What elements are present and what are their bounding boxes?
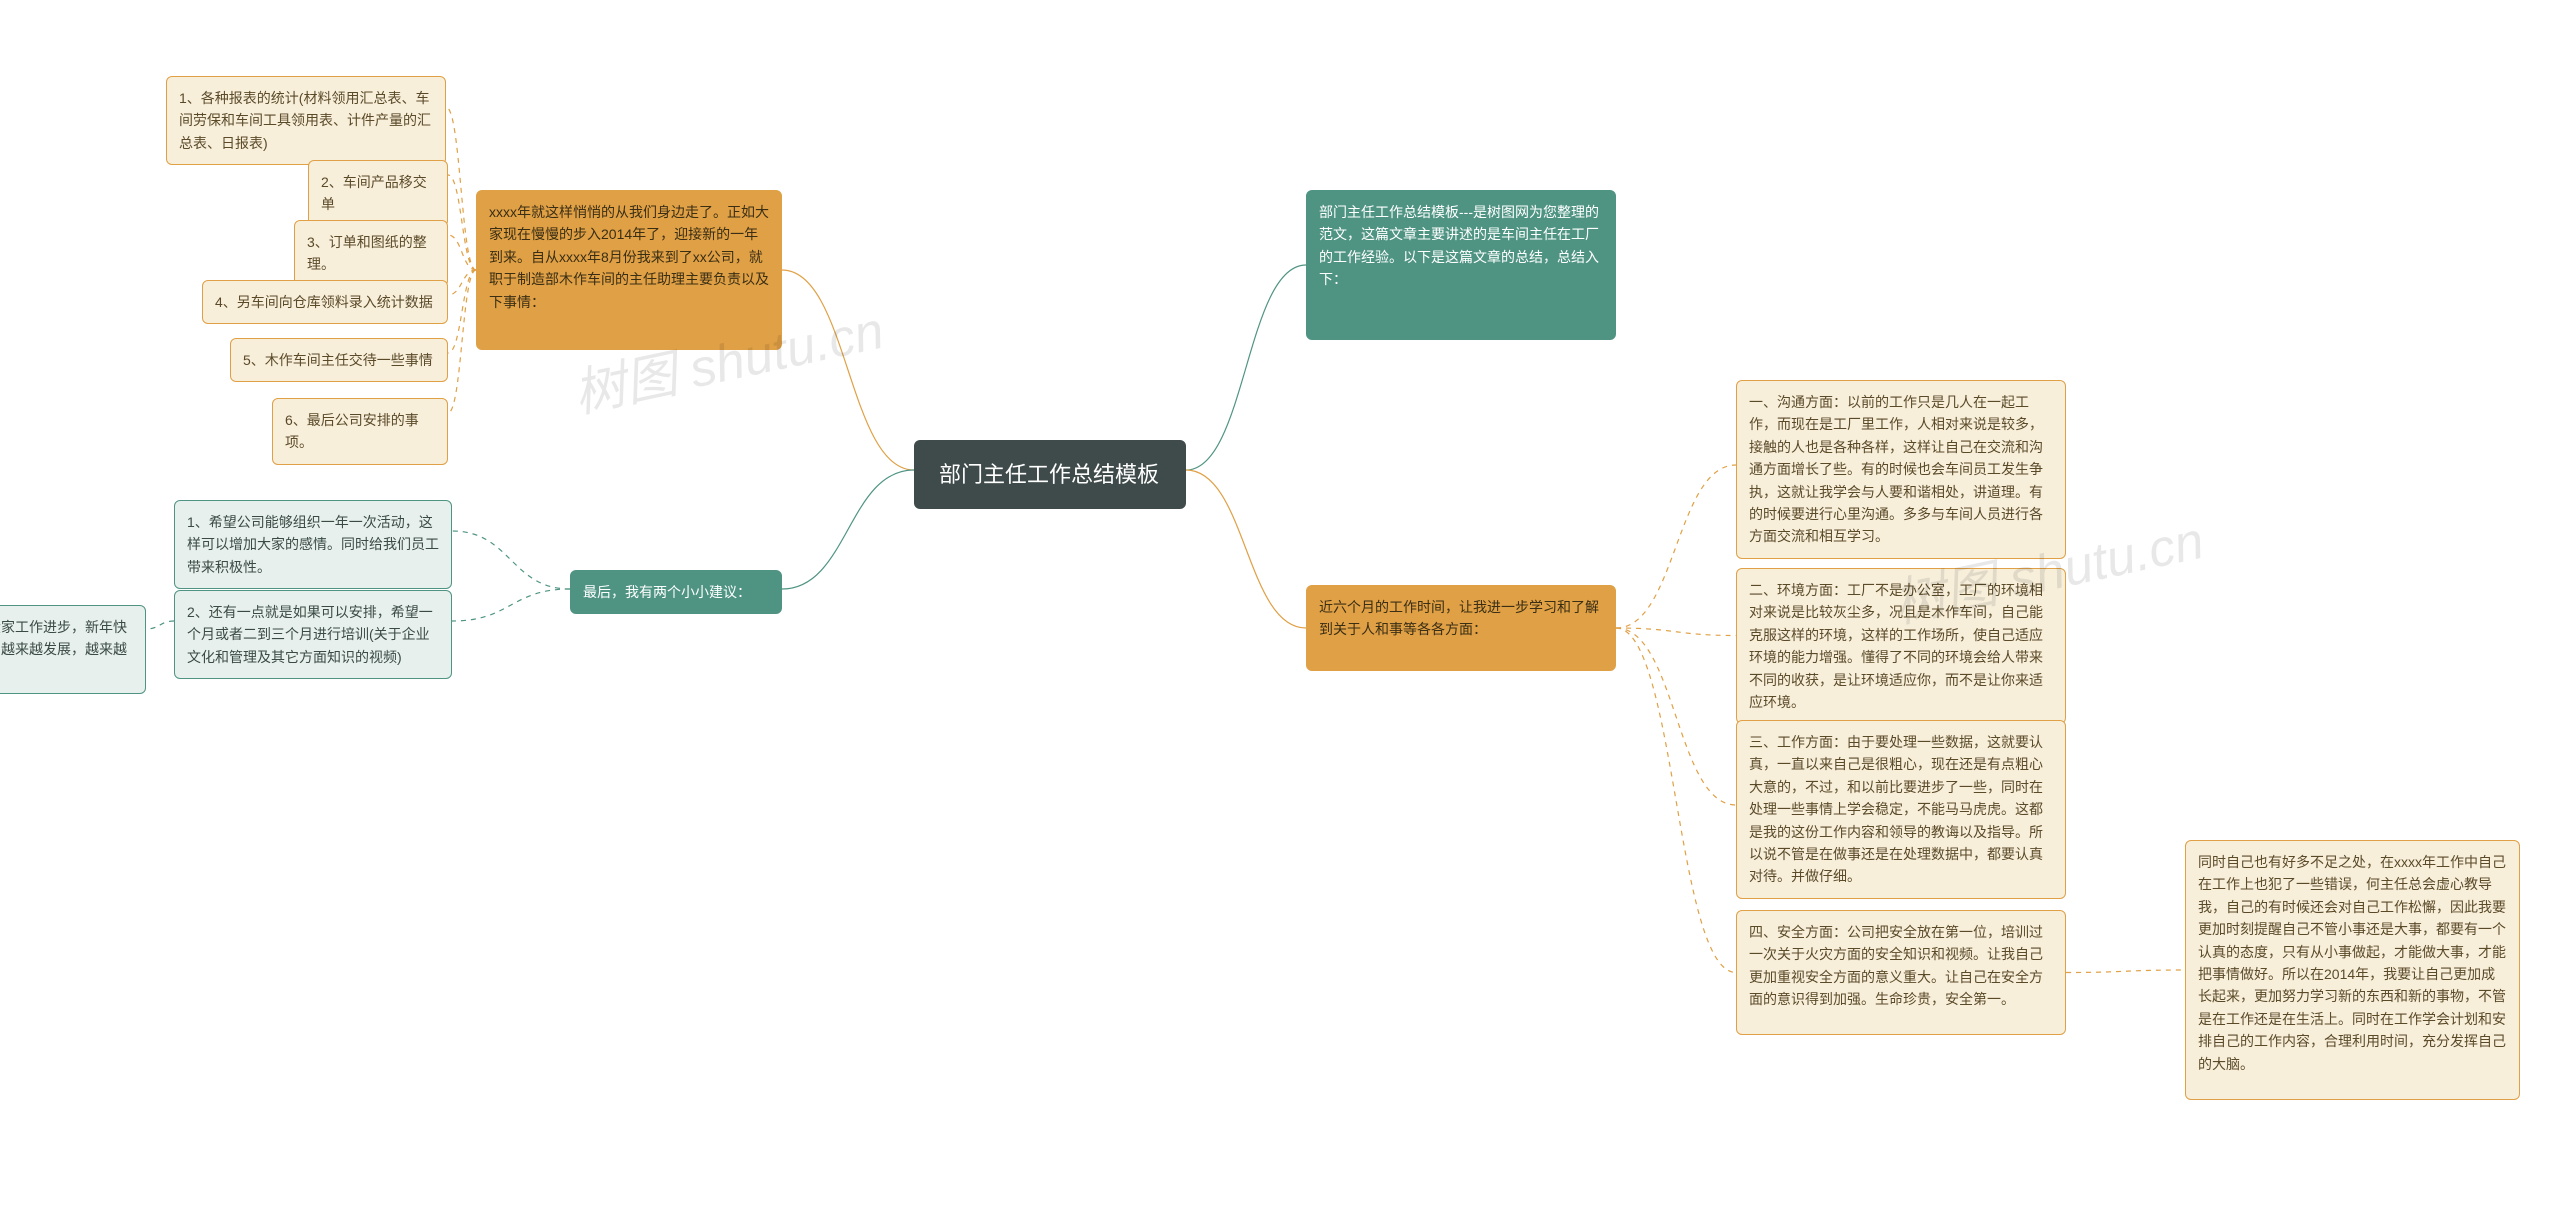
node-l2[interactable]: 最后，我有两个小小建议：: [570, 570, 782, 614]
edge-root-l2: [782, 470, 914, 589]
node-l2_2[interactable]: 2、还有一点就是如果可以安排，希望一个月或者二到三个月进行培训(关于企业文化和管…: [174, 590, 452, 679]
edge-root-r1: [1186, 265, 1306, 470]
node-l1_1[interactable]: 1、各种报表的统计(材料领用汇总表、车间劳保和车间工具领用表、计件产量的汇总表、…: [166, 76, 446, 165]
node-l1_3[interactable]: 3、订单和图纸的整理。: [294, 220, 448, 287]
node-r2_3[interactable]: 三、工作方面：由于要处理一些数据，这就要认真，一直以来自己是很粗心，现在还是有点…: [1736, 720, 2066, 899]
node-r2_4_1[interactable]: 同时自己也有好多不足之处，在xxxx年工作中自己在工作上也犯了一些错误，何主任总…: [2185, 840, 2520, 1100]
edge-r2-r2_2: [1616, 628, 1736, 636]
edge-l2-l2_1: [452, 531, 570, 589]
edge-r2-r2_1: [1616, 465, 1736, 628]
edge-l1-l1_2: [448, 175, 476, 270]
edge-l2-l2_2: [452, 589, 570, 621]
node-l1_6[interactable]: 6、最后公司安排的事项。: [272, 398, 448, 465]
edge-root-r2: [1186, 470, 1306, 628]
edge-l1-l1_6: [448, 270, 476, 413]
edge-r2_4-r2_4_1: [2066, 970, 2185, 973]
node-r2_1[interactable]: 一、沟通方面：以前的工作只是几人在一起工作，而现在是工厂里工作，人相对来说是较多…: [1736, 380, 2066, 559]
node-root[interactable]: 部门主任工作总结模板: [914, 440, 1186, 509]
edge-l1-l1_1: [446, 107, 476, 270]
edge-r2-r2_4: [1616, 628, 1736, 973]
edge-l2_2-l2_2_1: [146, 621, 174, 629]
edge-r2-r2_3: [1616, 628, 1736, 805]
node-l2_2_1[interactable]: 最后祝愿大家工作进步，新年快乐。祝公司越来越发展，越来越美好。: [0, 605, 146, 694]
node-l1_5[interactable]: 5、木作车间主任交待一些事情: [230, 338, 448, 382]
edge-l1-l1_3: [448, 235, 476, 270]
node-l1_2[interactable]: 2、车间产品移交单: [308, 160, 448, 227]
node-l1[interactable]: xxxx年就这样悄悄的从我们身边走了。正如大家现在慢慢的步入2014年了，迎接新…: [476, 190, 782, 350]
node-r2_2[interactable]: 二、环境方面：工厂不是办公室，工厂的环境相对来说是比较灰尘多，况且是木作车间，自…: [1736, 568, 2066, 724]
node-l1_4[interactable]: 4、另车间向仓库领料录入统计数据: [202, 280, 448, 324]
node-r2_4[interactable]: 四、安全方面：公司把安全放在第一位，培训过一次关于火灾方面的安全知识和视频。让我…: [1736, 910, 2066, 1035]
edge-l1-l1_5: [448, 270, 476, 353]
node-l2_1[interactable]: 1、希望公司能够组织一年一次活动，这样可以增加大家的感情。同时给我们员工带来积极…: [174, 500, 452, 589]
edge-l1-l1_4: [448, 270, 476, 295]
node-r1[interactable]: 部门主任工作总结模板---是树图网为您整理的范文，这篇文章主要讲述的是车间主任在…: [1306, 190, 1616, 340]
edge-root-l1: [782, 270, 914, 470]
node-r2[interactable]: 近六个月的工作时间，让我进一步学习和了解到关于人和事等各各方面：: [1306, 585, 1616, 671]
